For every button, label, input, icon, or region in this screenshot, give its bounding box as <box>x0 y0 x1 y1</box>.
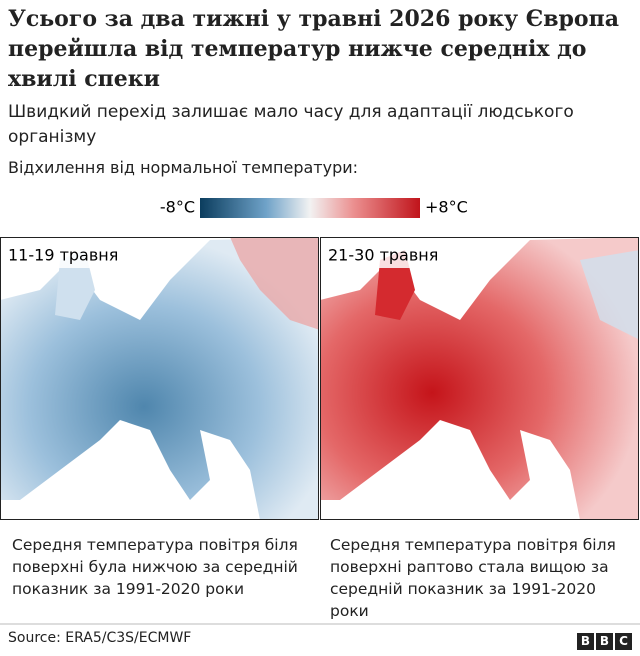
source: Source: ERA5/C3S/ECMWF <box>8 630 192 646</box>
panel-label: 21-30 травня <box>328 246 438 265</box>
legend-min: -8°C <box>160 198 195 217</box>
map-cold <box>1 238 318 519</box>
legend-max: +8°C <box>425 198 468 217</box>
panel-caption: Середня температура повітря біля поверхн… <box>330 536 616 620</box>
map-hot <box>321 238 638 519</box>
panel-label: 11-19 травня <box>8 246 118 265</box>
legend-label: Відхилення від нормальної температури: <box>8 158 359 177</box>
panel-caption: Середня температура повітря біля поверхн… <box>12 536 298 598</box>
color-bar <box>200 198 420 218</box>
logo-letter: B <box>596 633 613 650</box>
logo-letter: B <box>577 633 594 650</box>
subtitle: Швидкий перехід залишає мало часу для ад… <box>8 102 574 147</box>
title: Усього за два тижні у травні 2026 року Є… <box>8 6 619 92</box>
logo-letter: C <box>615 633 632 650</box>
